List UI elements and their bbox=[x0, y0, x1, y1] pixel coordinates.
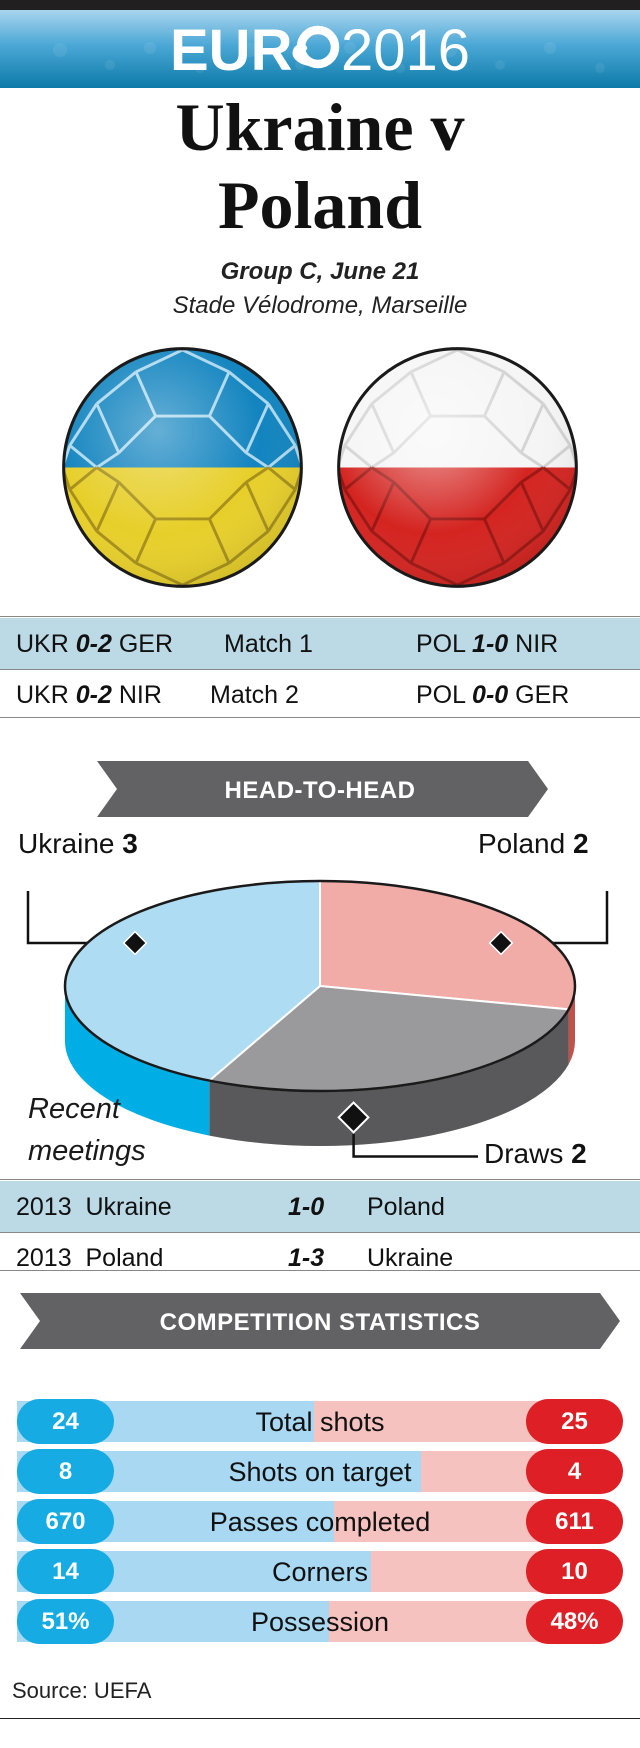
svg-text:HEAD-TO-HEAD: HEAD-TO-HEAD bbox=[225, 777, 416, 804]
svg-text:EUR: EUR bbox=[170, 18, 292, 83]
svg-text:2016: 2016 bbox=[341, 18, 470, 83]
svg-text:COMPETITION STATISTICS: COMPETITION STATISTICS bbox=[160, 1309, 481, 1336]
